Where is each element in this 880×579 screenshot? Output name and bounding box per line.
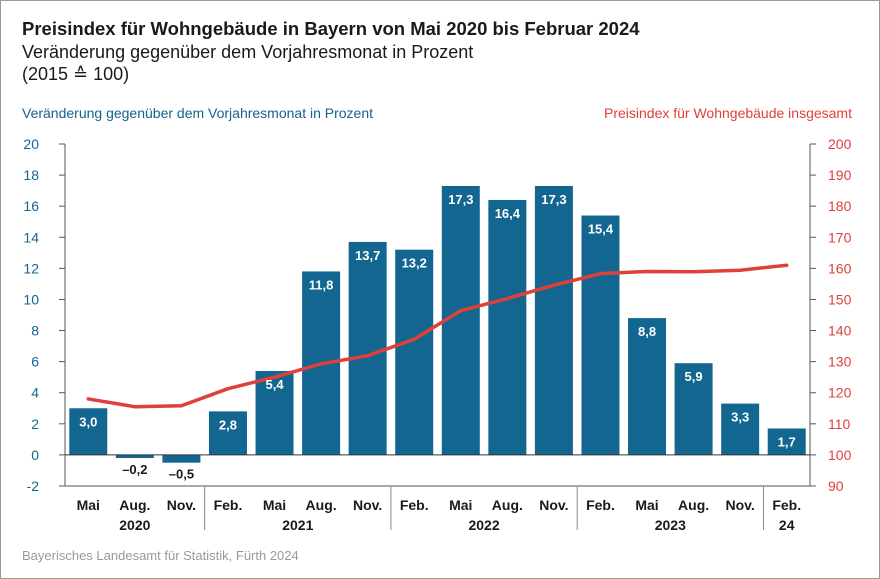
right-tick-label: 170 (828, 229, 852, 245)
x-tick-label: Mai (635, 497, 658, 513)
x-tick-label: Nov. (726, 497, 755, 513)
bar (488, 199, 527, 455)
chart-title: Preisindex für Wohngebäude in Bayern von… (22, 18, 640, 39)
left-tick-label: 14 (23, 229, 39, 245)
bar (628, 318, 667, 455)
left-tick-label: 18 (23, 167, 39, 183)
source-note: Bayerisches Landesamt für Statistik, Für… (22, 548, 299, 563)
bar (348, 241, 387, 455)
bar-value-label: 8,8 (638, 324, 656, 339)
x-tick-label: Feb. (214, 497, 243, 513)
left-axis-label: Veränderung gegenüber dem Vorjahresmonat… (22, 105, 374, 121)
right-tick-label: 120 (828, 385, 852, 401)
right-tick-label: 180 (828, 198, 852, 214)
bar-value-label: 16,4 (495, 206, 521, 221)
right-tick-label: 150 (828, 291, 852, 307)
bar (162, 454, 201, 463)
x-tick-label: Aug. (119, 497, 150, 513)
x-tick-label: Feb. (586, 497, 615, 513)
bar (721, 403, 760, 455)
x-tick-label: Aug. (678, 497, 709, 513)
right-tick-label: 200 (828, 136, 852, 152)
year-label: 2022 (468, 517, 499, 533)
year-label: 2021 (282, 517, 313, 533)
bar-value-label: 13,7 (355, 248, 380, 263)
left-tick-label: 6 (31, 354, 39, 370)
bar (115, 454, 154, 459)
bar-value-label: 1,7 (778, 434, 796, 449)
year-label: 2023 (655, 517, 686, 533)
bar (674, 363, 713, 455)
bar (581, 215, 620, 455)
x-tick-label: Nov. (539, 497, 568, 513)
bar (395, 249, 434, 455)
left-tick-label: -2 (27, 478, 40, 494)
x-tick-label: Mai (449, 497, 472, 513)
left-tick-label: 0 (31, 447, 39, 463)
right-tick-label: 100 (828, 447, 852, 463)
bar-value-label: 17,3 (541, 192, 566, 207)
price-index-line (86, 263, 789, 409)
bar-value-label: 3,3 (731, 410, 749, 425)
x-tick-label: Feb. (772, 497, 801, 513)
bar-value-label: 17,3 (448, 192, 473, 207)
bar-value-label: 11,8 (309, 277, 334, 292)
bar-value-label: 13,2 (402, 256, 427, 271)
x-tick-label: Feb. (400, 497, 429, 513)
bar (208, 411, 247, 455)
bar (767, 428, 806, 455)
right-tick-label: 90 (828, 478, 844, 494)
right-tick-label: 110 (828, 416, 851, 432)
chart-subtitle-base: (2015 ≙ 100) (22, 64, 130, 84)
chart-subtitle: Veränderung gegenüber dem Vorjahresmonat… (22, 42, 474, 62)
right-tick-label: 140 (828, 323, 852, 339)
year-label: 24 (779, 517, 795, 533)
bar (534, 185, 573, 455)
year-label: 2020 (119, 517, 150, 533)
left-tick-label: 12 (23, 260, 39, 276)
bar-value-label: 5,9 (685, 369, 703, 384)
x-tick-label: Mai (263, 497, 286, 513)
left-tick-label: 4 (31, 385, 39, 401)
bar-value-label: –0,2 (122, 462, 147, 477)
right-tick-label: 190 (828, 167, 852, 183)
left-tick-label: 20 (23, 136, 39, 152)
x-tick-label: Aug. (306, 497, 337, 513)
x-tick-label: Nov. (167, 497, 196, 513)
bar-value-label: –0,5 (169, 467, 194, 482)
bar (69, 408, 108, 455)
bar-value-label: 15,4 (588, 222, 614, 237)
right-axis-label: Preisindex für Wohngebäude insgesamt (603, 105, 852, 121)
right-tick-label: 130 (828, 354, 852, 370)
left-tick-label: 10 (23, 291, 39, 307)
left-tick-label: 2 (31, 416, 39, 432)
left-tick-label: 16 (23, 198, 39, 214)
x-tick-label: Nov. (353, 497, 382, 513)
left-tick-label: 8 (31, 323, 39, 339)
bar-value-label: 3,0 (79, 414, 97, 429)
bar (255, 370, 294, 455)
bar-value-label: 2,8 (219, 417, 237, 432)
x-tick-label: Aug. (492, 497, 523, 513)
right-tick-label: 160 (828, 260, 852, 276)
bar-value-label: 5,4 (265, 377, 284, 392)
x-tick-label: Mai (77, 497, 100, 513)
